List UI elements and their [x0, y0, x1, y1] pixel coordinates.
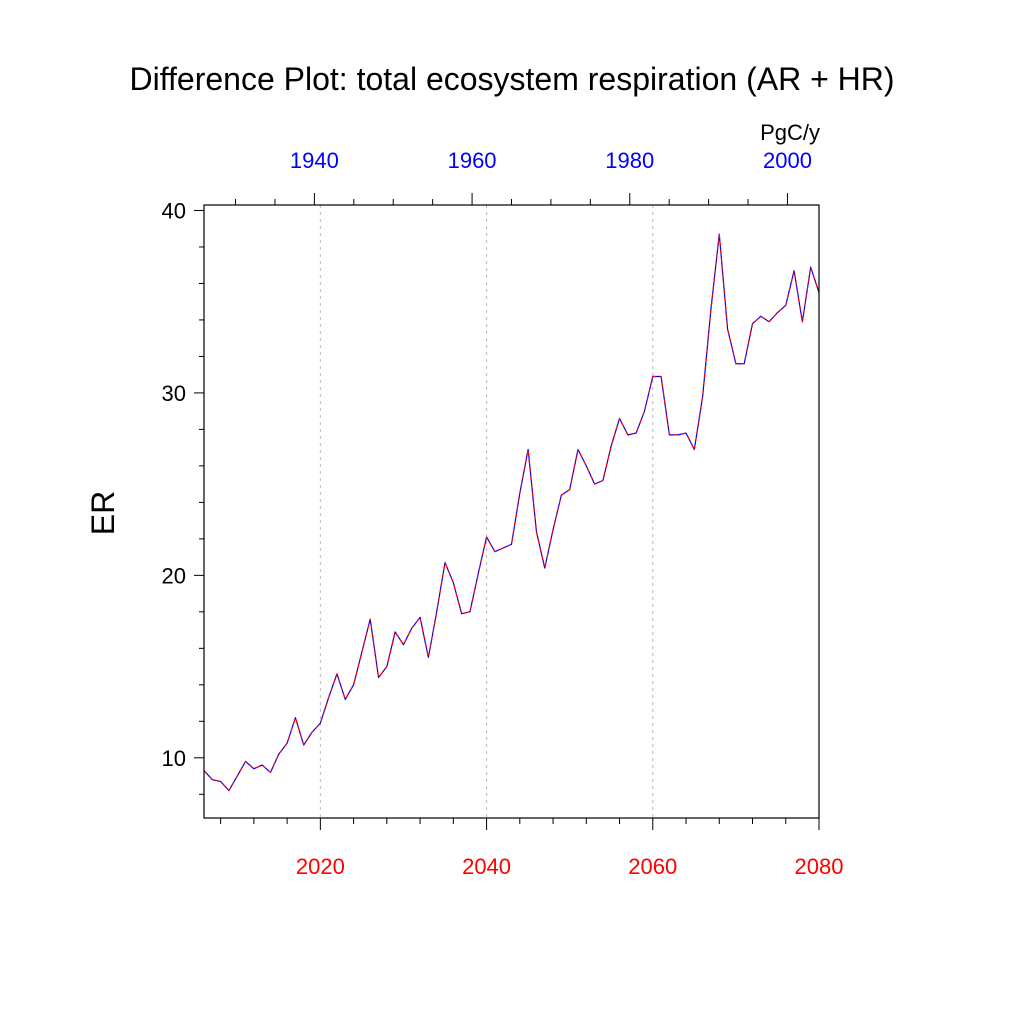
y-tick-label-10: 10	[162, 746, 186, 771]
tick-labels: 10 20 30 40 2020 2040 2060 2080 1940 1960 1980 2000	[162, 148, 844, 879]
series-lines	[203, 233, 820, 792]
bottom-tick-label-2040: 2040	[462, 854, 511, 879]
chart-title: Difference Plot: total ecosystem respira…	[129, 61, 894, 97]
y-tick-label-20: 20	[162, 563, 186, 588]
axes	[194, 193, 820, 830]
bottom-tick-label-2020: 2020	[296, 854, 345, 879]
top-tick-label-1960: 1960	[448, 148, 497, 173]
bottom-tick-label-2080: 2080	[795, 854, 844, 879]
plot-frame	[203, 204, 820, 819]
top-tick-label-2000: 2000	[763, 148, 812, 173]
units-label: PgC/y	[760, 120, 820, 145]
bottom-tick-label-2060: 2060	[628, 854, 677, 879]
series-line-2	[203, 233, 820, 792]
series-line-1	[203, 233, 820, 792]
y-tick-label-30: 30	[162, 381, 186, 406]
top-tick-label-1980: 1980	[605, 148, 654, 173]
grid-lines	[319, 205, 654, 818]
top-tick-label-1940: 1940	[290, 148, 339, 173]
y-axis-label: ER	[85, 491, 121, 535]
y-tick-label-40: 40	[162, 198, 186, 223]
